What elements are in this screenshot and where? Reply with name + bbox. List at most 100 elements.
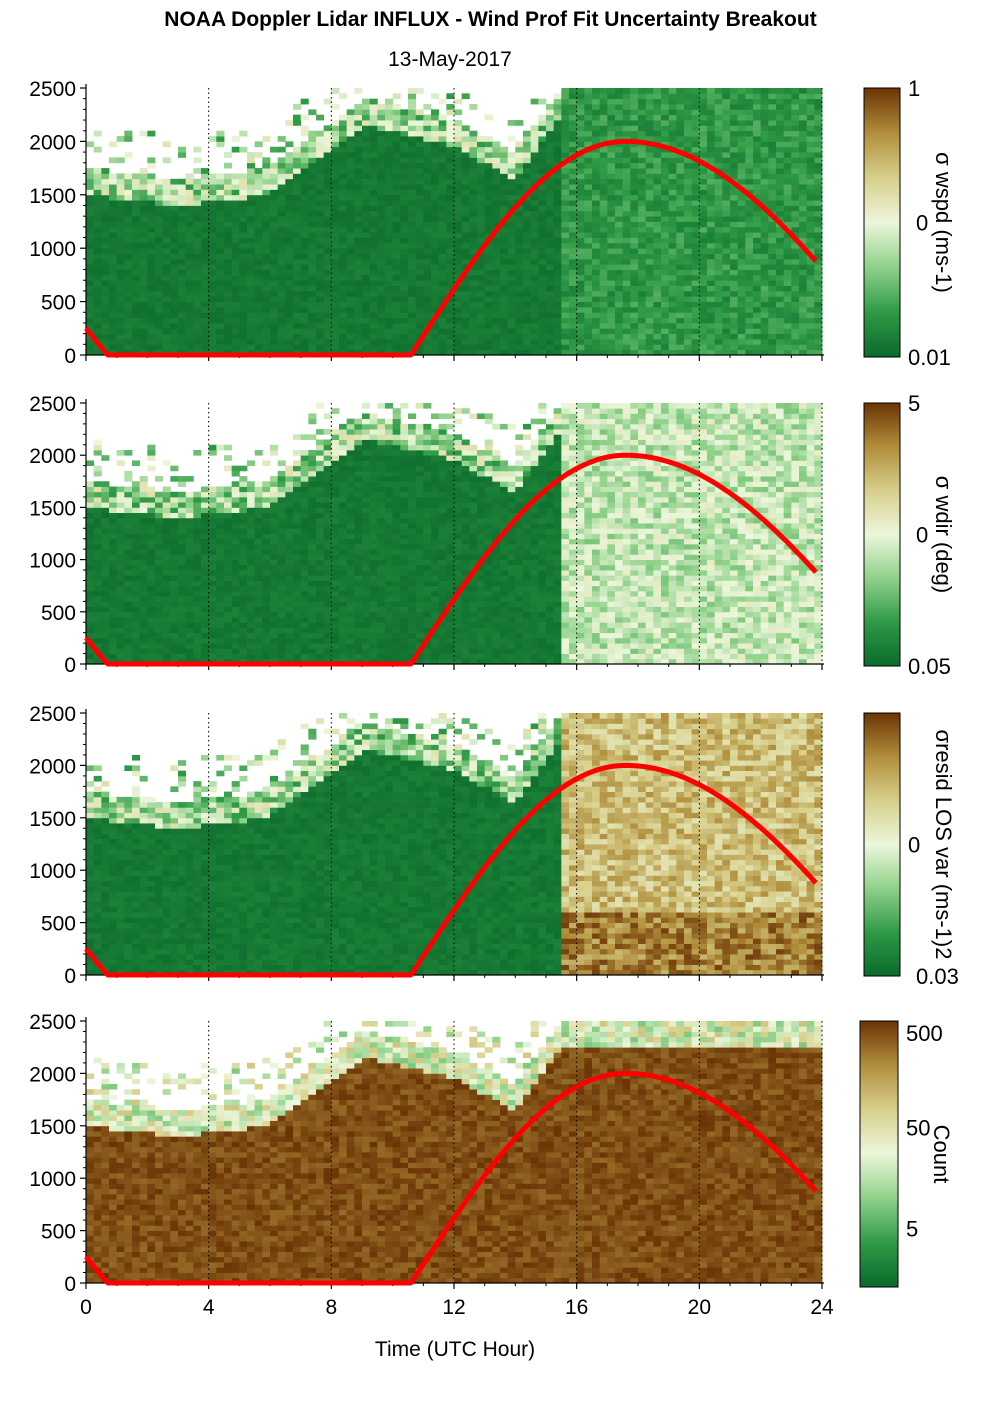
heatmap-cell: [477, 269, 486, 276]
heatmap-cell: [231, 253, 240, 260]
heatmap-cell: [753, 146, 762, 153]
heatmap-cell: [492, 269, 501, 276]
heatmap-cell: [760, 280, 769, 286]
heatmap-cell: [592, 285, 601, 292]
heatmap-cell: [224, 152, 233, 158]
heatmap-cell: [768, 258, 777, 265]
heatmap-cell: [155, 596, 164, 602]
heatmap-cell: [392, 173, 401, 180]
heatmap-cell: [799, 264, 808, 270]
heatmap-cell: [676, 184, 685, 190]
heatmap-cell: [193, 549, 202, 555]
heatmap-cell: [515, 285, 524, 292]
heatmap-cell: [745, 136, 754, 142]
heatmap-cell: [446, 306, 455, 313]
heatmap-cell: [139, 611, 148, 618]
heatmap-cell: [139, 306, 148, 313]
heatmap-cell: [147, 643, 156, 649]
heatmap-cell: [707, 189, 716, 196]
heatmap-cell: [799, 285, 808, 292]
heatmap-cell: [791, 210, 800, 217]
heatmap-cell: [622, 274, 631, 281]
heatmap-cell: [239, 194, 248, 201]
heatmap-cell: [170, 210, 179, 217]
heatmap-cell: [162, 189, 171, 196]
heatmap-cell: [477, 285, 486, 292]
heatmap-cell: [745, 317, 754, 324]
heatmap-cell: [277, 221, 286, 228]
heatmap-cell: [730, 242, 739, 249]
heatmap-cell: [323, 157, 332, 164]
heatmap-cell: [300, 333, 309, 340]
heatmap-cell: [178, 611, 187, 618]
heatmap-cell: [653, 328, 662, 335]
heatmap-cell: [162, 253, 171, 260]
heatmap-cell: [392, 152, 401, 158]
heatmap-cell: [101, 194, 110, 201]
heatmap-cell: [254, 306, 263, 313]
heatmap-cell: [109, 141, 118, 148]
heatmap-cell: [193, 221, 202, 228]
heatmap-cell: [185, 264, 194, 270]
heatmap-cell: [208, 328, 217, 335]
heatmap-cell: [431, 338, 440, 345]
heatmap-cell: [101, 523, 110, 529]
heatmap-cell: [270, 210, 279, 217]
heatmap-cell: [477, 205, 486, 212]
heatmap-cell: [392, 184, 401, 190]
heatmap-cell: [477, 322, 486, 329]
heatmap-cell: [132, 643, 141, 649]
heatmap-cell: [684, 285, 693, 292]
heatmap-cell: [707, 269, 716, 276]
heatmap-cell: [607, 205, 616, 212]
heatmap-cell: [323, 146, 332, 153]
heatmap-cell: [461, 280, 470, 286]
heatmap-cell: [139, 523, 148, 529]
heatmap-cell: [178, 512, 187, 519]
heatmap-cell: [124, 575, 133, 581]
heatmap-cell: [546, 312, 555, 319]
heatmap-cell: [653, 152, 662, 158]
heatmap-cell: [93, 168, 102, 174]
heatmap-cell: [645, 248, 654, 254]
heatmap-cell: [331, 296, 340, 302]
heatmap-cell: [538, 136, 547, 142]
heatmap-cell: [599, 184, 608, 190]
heatmap-cell: [661, 280, 670, 286]
heatmap-cell: [592, 93, 601, 100]
heatmap-cell: [308, 200, 317, 206]
heatmap-cell: [523, 200, 532, 206]
heatmap-cell: [162, 221, 171, 228]
heatmap-cell: [661, 317, 670, 324]
heatmap-cell: [814, 333, 823, 340]
heatmap-cell: [561, 194, 570, 201]
heatmap-cell: [139, 648, 148, 654]
heatmap-cell: [691, 98, 700, 105]
heatmap-cell: [423, 120, 432, 126]
heatmap-cell: [193, 538, 202, 545]
heatmap-cell: [147, 632, 156, 639]
heatmap-cell: [538, 120, 547, 126]
heatmap-cell: [216, 575, 225, 581]
heatmap-cell: [584, 296, 593, 302]
heatmap-cell: [270, 253, 279, 260]
heatmap-cell: [714, 162, 723, 169]
heatmap-cell: [730, 280, 739, 286]
heatmap-cell: [93, 296, 102, 302]
heatmap-cell: [224, 596, 233, 602]
heatmap-cell: [116, 274, 125, 281]
heatmap-cell: [484, 344, 493, 351]
heatmap-cell: [109, 580, 118, 587]
heatmap-cell: [814, 210, 823, 217]
heatmap-cell: [714, 98, 723, 105]
heatmap-cell: [116, 194, 125, 201]
heatmap-cell: [783, 296, 792, 302]
heatmap-cell: [500, 301, 509, 308]
heatmap-cell: [208, 543, 217, 550]
heatmap-cell: [446, 93, 455, 100]
heatmap-cell: [507, 221, 516, 228]
heatmap-cell: [730, 221, 739, 228]
heatmap-cell: [224, 226, 233, 233]
heatmap-cell: [553, 200, 562, 206]
heatmap-cell: [737, 349, 746, 356]
